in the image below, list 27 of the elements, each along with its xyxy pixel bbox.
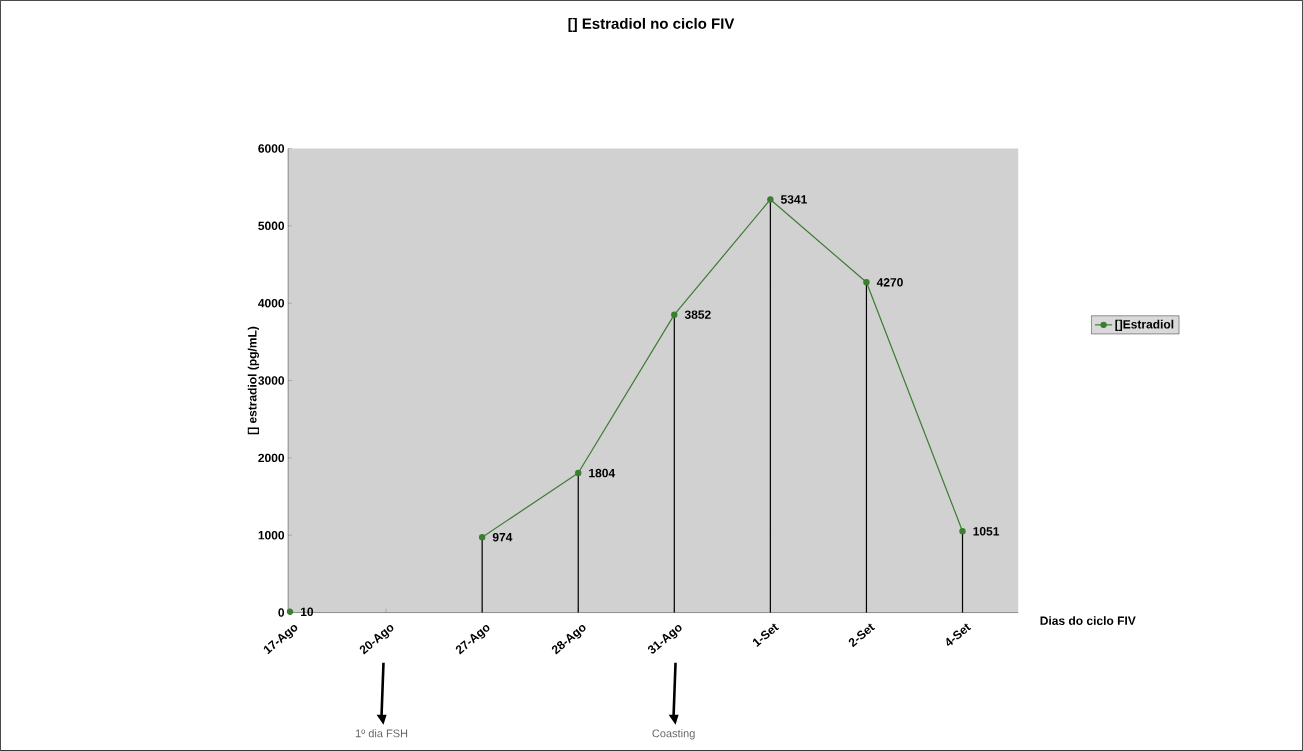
point bbox=[286, 608, 294, 616]
point bbox=[478, 534, 486, 541]
y-tick-label: 4000 bbox=[258, 298, 285, 308]
data-label: 10 bbox=[300, 607, 314, 617]
point bbox=[767, 196, 774, 203]
point bbox=[959, 528, 966, 535]
data-label: 1804 bbox=[589, 468, 616, 478]
y-tick-label: 5000 bbox=[258, 221, 285, 231]
data-label: 974 bbox=[492, 533, 513, 542]
point bbox=[575, 469, 582, 477]
point bbox=[863, 279, 870, 286]
data-label: 4270 bbox=[876, 278, 903, 287]
text: 1º dia FSH bbox=[355, 729, 408, 738]
y-axis-title: [] estradiol (pg/mL) bbox=[247, 326, 259, 435]
data-label: 3852 bbox=[684, 310, 711, 319]
point bbox=[671, 311, 678, 318]
x-axis-title: Dias do ciclo FIV bbox=[1040, 616, 1136, 626]
y-tick-label: 6000 bbox=[258, 144, 285, 153]
data-label: 5341 bbox=[780, 195, 807, 204]
y-tick-label: 0 bbox=[278, 608, 285, 617]
y-tick-label: 3000 bbox=[258, 376, 285, 385]
chart-title: [] Estradiol no ciclo FIV bbox=[568, 17, 735, 32]
text: Coasting bbox=[652, 729, 695, 740]
y-tick-label: 2000 bbox=[258, 453, 285, 463]
legend-label: []Estradiol bbox=[1115, 319, 1174, 331]
y-tick-label: 1000 bbox=[258, 531, 285, 540]
data-label: 1051 bbox=[973, 527, 1000, 536]
